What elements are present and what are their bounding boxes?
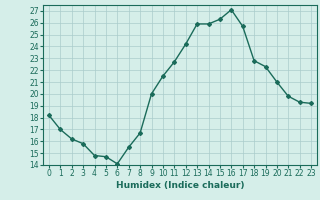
X-axis label: Humidex (Indice chaleur): Humidex (Indice chaleur) (116, 181, 244, 190)
